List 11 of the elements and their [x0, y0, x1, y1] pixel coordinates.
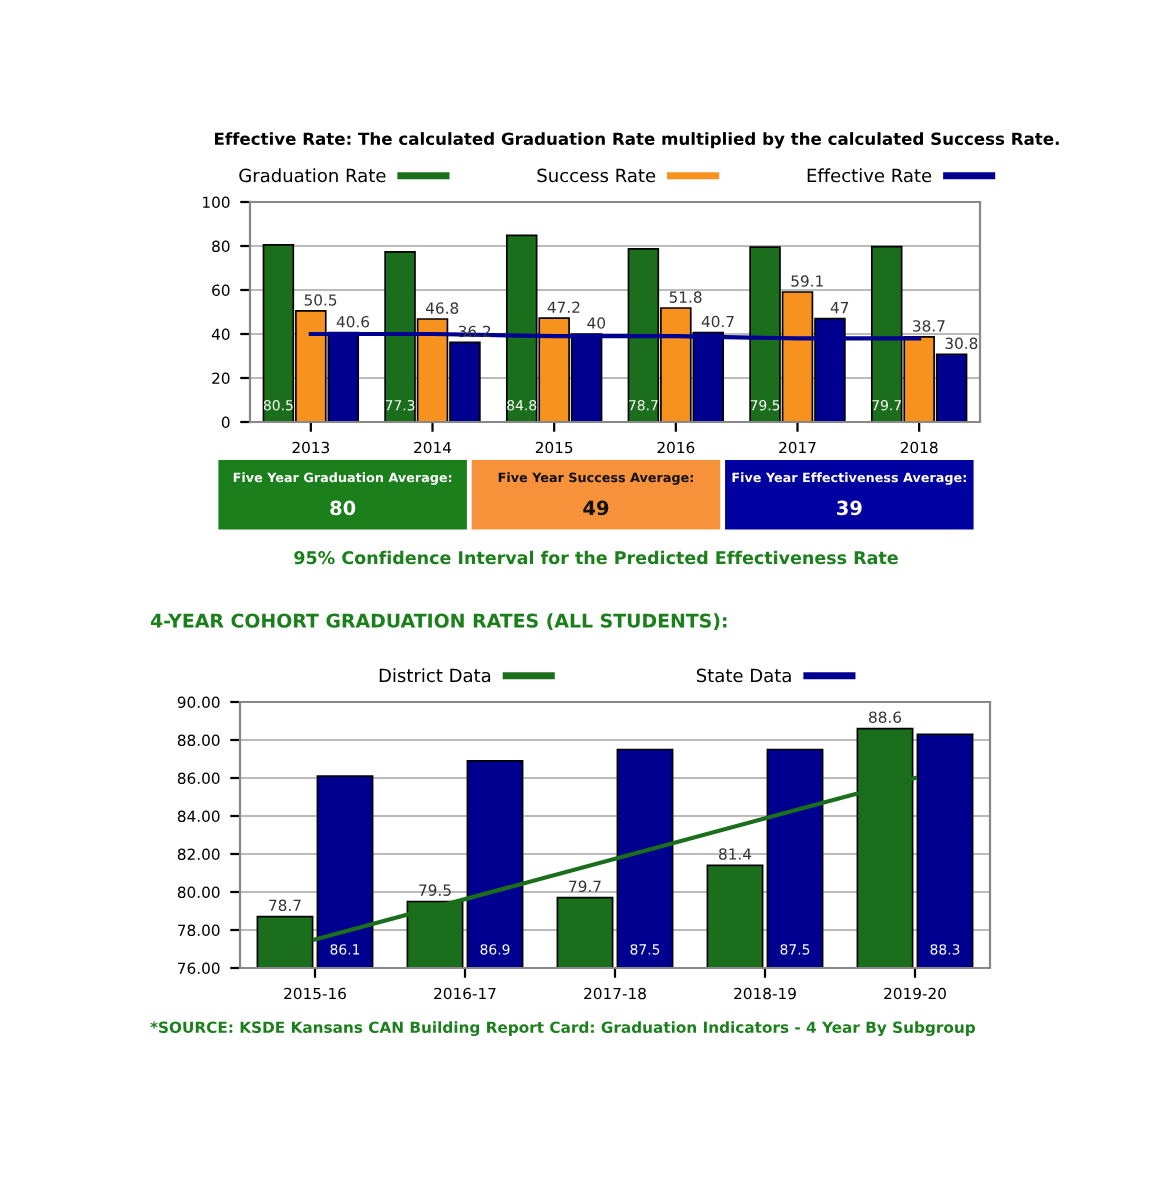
legend-label: Graduation Rate — [239, 168, 386, 183]
legend-label: State Data — [696, 668, 791, 683]
legend-label: District Data — [379, 668, 491, 683]
text: 49 — [583, 500, 609, 516]
chart-title: 4-YEAR COHORT GRADUATION RATES (ALL STUDENTS): — [150, 613, 727, 631]
text: 39 — [837, 500, 862, 516]
text: 95% Confidence Interval for the Predicted Effectiveness Rate — [294, 550, 898, 565]
chart-title: Effective Rate: The calculated Graduation Rate multiplied by the calculated Success Rate. — [215, 132, 1059, 149]
legend-label: Success Rate — [537, 168, 656, 183]
text: 80 — [330, 500, 356, 516]
legend-label: Effective Rate — [807, 168, 932, 183]
